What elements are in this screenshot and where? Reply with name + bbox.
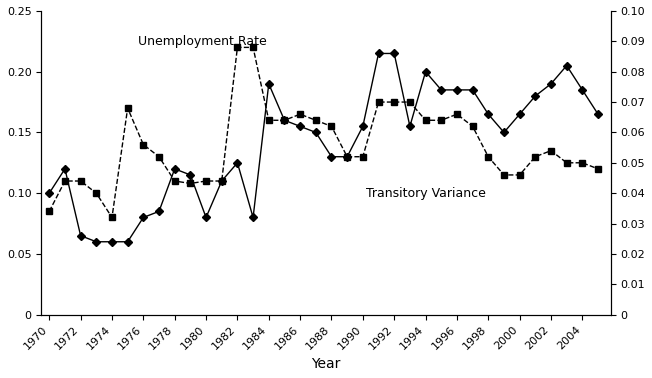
Text: Unemployment Rate: Unemployment Rate xyxy=(138,35,267,48)
Text: Transitory Variance: Transitory Variance xyxy=(366,187,486,200)
X-axis label: Year: Year xyxy=(311,357,341,371)
